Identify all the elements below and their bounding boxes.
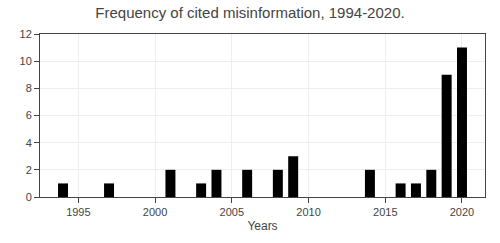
svg-text:Years: Years bbox=[247, 219, 277, 233]
svg-text:2000: 2000 bbox=[143, 206, 167, 218]
svg-text:2020: 2020 bbox=[450, 206, 474, 218]
svg-text:0: 0 bbox=[26, 191, 32, 203]
svg-text:2005: 2005 bbox=[220, 206, 244, 218]
svg-text:8: 8 bbox=[26, 82, 32, 94]
svg-text:2015: 2015 bbox=[373, 206, 397, 218]
svg-text:10: 10 bbox=[20, 55, 32, 67]
svg-text:4: 4 bbox=[26, 137, 32, 149]
svg-text:1995: 1995 bbox=[66, 206, 90, 218]
svg-text:2010: 2010 bbox=[296, 206, 320, 218]
svg-text:2: 2 bbox=[26, 164, 32, 176]
svg-text:Frequency of cited misinformat: Frequency of cited misinformation, 1994-… bbox=[95, 4, 404, 21]
svg-text:12: 12 bbox=[20, 28, 32, 40]
svg-text:6: 6 bbox=[26, 109, 32, 121]
